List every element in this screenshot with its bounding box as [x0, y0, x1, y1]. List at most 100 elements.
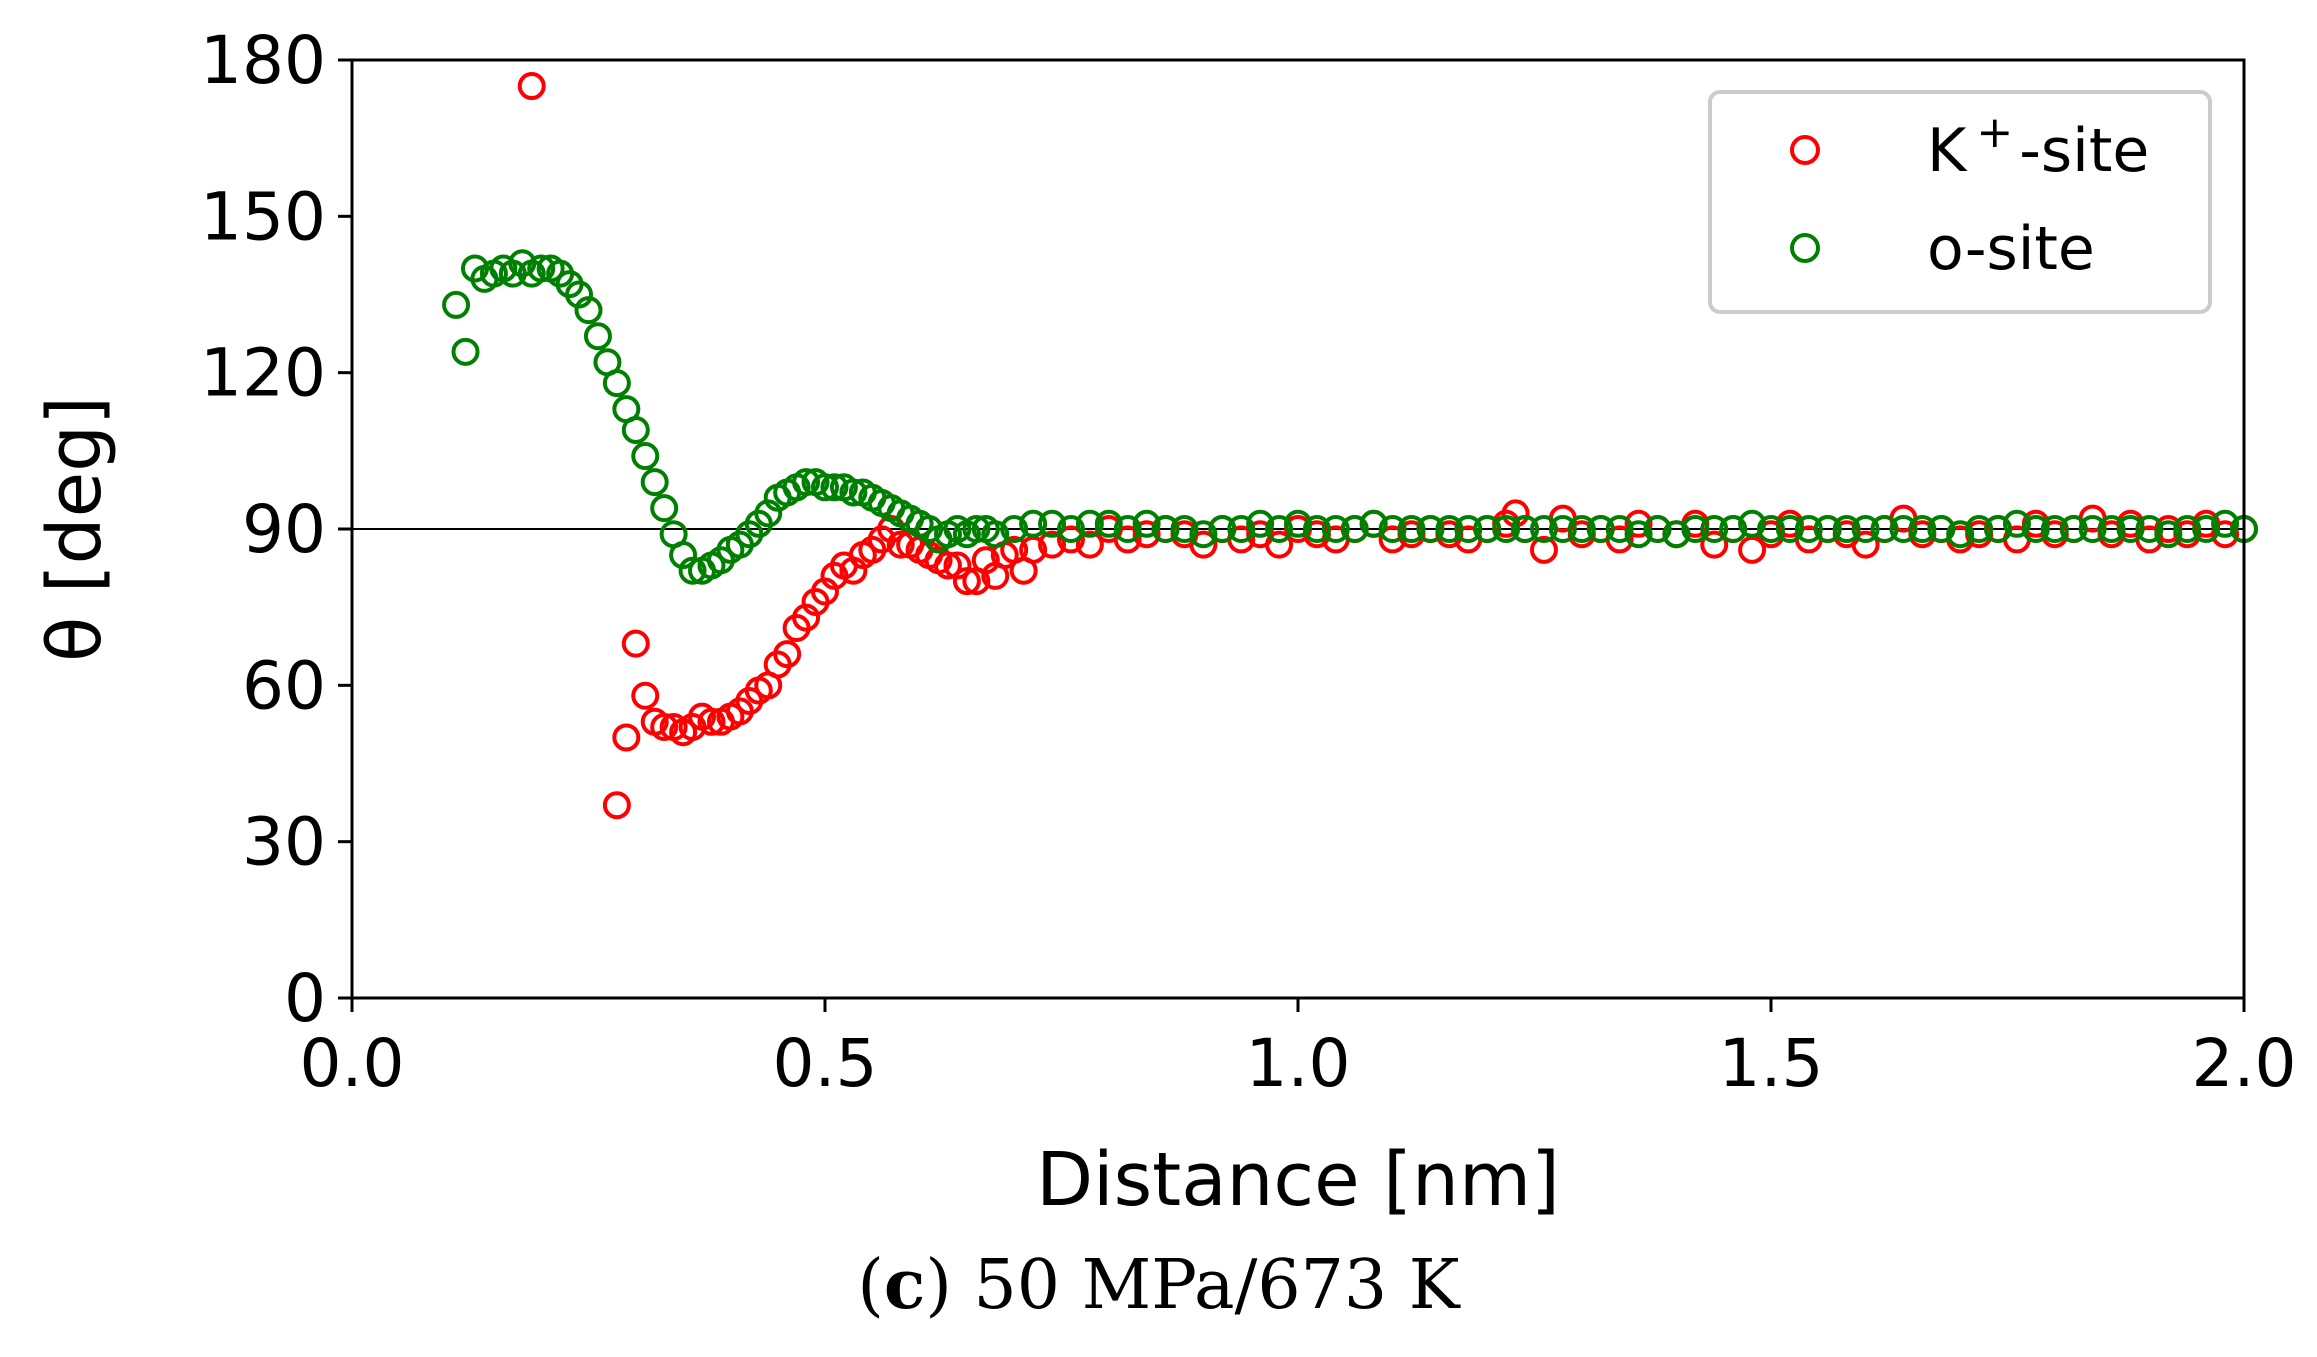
- o-site-point: [1700, 515, 1729, 543]
- o-site-point: [1492, 515, 1521, 543]
- o-site-point: [1851, 515, 1880, 543]
- k-site-point: [886, 530, 915, 559]
- o-site-point: [1927, 515, 1956, 543]
- o-site-point: [1775, 515, 1804, 543]
- o-site-point: [1378, 515, 1407, 543]
- o-site-point: [1151, 515, 1180, 543]
- o-site-point: [1094, 509, 1123, 538]
- o-site-point: [1113, 515, 1142, 543]
- o-site-point: [2040, 515, 2069, 543]
- o-site-point: [1246, 509, 1275, 538]
- k-site-point: [1529, 535, 1558, 564]
- o-site-point: [792, 468, 821, 497]
- y-tick-label: 30: [242, 804, 326, 881]
- y-tick-label: 150: [200, 178, 326, 255]
- o-site-point: [2021, 515, 2050, 543]
- o-site-point: [1643, 515, 1672, 543]
- o-site-point: [1662, 520, 1691, 549]
- o-site-point: [1965, 515, 1994, 543]
- legend-marker-k-site: [1790, 135, 1820, 165]
- o-site-point: [1908, 515, 1937, 543]
- o-site-point: [1529, 515, 1558, 543]
- k-site-point: [1056, 525, 1085, 554]
- x-tick-label: 1.0: [1246, 1025, 1351, 1102]
- o-site-point: [1284, 509, 1312, 538]
- o-site-point: [1302, 515, 1331, 543]
- legend-label-k-main: K: [1927, 116, 1968, 186]
- y-tick-label: 0: [284, 960, 326, 1037]
- o-site-point: [2002, 509, 2031, 538]
- o-site-point: [2154, 520, 2183, 549]
- o-site-point: [1832, 515, 1861, 543]
- k-site-point: [2211, 520, 2240, 549]
- o-site-point: [527, 254, 556, 283]
- o-site-point: [640, 468, 669, 497]
- x-axis-label: Distance [nm]: [1036, 1137, 1560, 1223]
- y-axis-label: θ [deg]: [32, 396, 118, 662]
- o-site-point: [442, 290, 471, 319]
- o-site-point: [1132, 509, 1161, 538]
- o-site-point: [1511, 515, 1540, 543]
- o-site-point: [583, 322, 612, 351]
- legend-label-k-site: K + -site: [1927, 107, 2149, 186]
- k-site-point: [1113, 525, 1142, 554]
- k-site-point: [1038, 530, 1067, 559]
- o-site-point: [678, 556, 707, 585]
- k-site-point: [773, 640, 802, 669]
- o-site-point: [574, 296, 603, 325]
- o-site-point: [1681, 515, 1710, 543]
- legend-label-o-main: o-site: [1927, 214, 2095, 284]
- o-site-point: [1170, 515, 1199, 543]
- legend-label-k-sup: +: [1976, 107, 2013, 158]
- o-site-point: [2211, 509, 2240, 538]
- o-site-point: [962, 515, 991, 543]
- o-site-point: [631, 442, 660, 471]
- k-site-point: [1265, 530, 1294, 559]
- o-site-point: [2078, 515, 2107, 543]
- o-site-point: [650, 494, 679, 523]
- k-site-point: [612, 723, 641, 752]
- o-site-point: [1321, 515, 1350, 543]
- k-site-point: [621, 629, 650, 658]
- k-site-point: [1738, 535, 1767, 564]
- legend-label-o-site: o-site: [1927, 214, 2095, 284]
- figure-caption: (c) 50 MPa/673 K: [0, 1245, 2317, 1325]
- caption-open: (: [857, 1246, 884, 1325]
- k-site-point: [1624, 509, 1653, 538]
- k-site-point: [517, 72, 546, 101]
- o-site-point: [981, 520, 1010, 549]
- x-tick-label: 0.5: [773, 1025, 878, 1102]
- o-site-point: [1548, 515, 1577, 543]
- o-site-point: [451, 337, 480, 366]
- o-site-point: [1019, 509, 1048, 538]
- legend-marker-o-site: [1790, 233, 1820, 263]
- o-site-point: [1359, 509, 1388, 538]
- o-site-point: [1397, 515, 1426, 543]
- o-site-point: [820, 473, 849, 502]
- o-site-point: [1208, 515, 1237, 543]
- o-site-point: [1265, 515, 1294, 543]
- x-tick-label: 2.0: [2192, 1025, 2297, 1102]
- x-tick-label: 0.0: [300, 1025, 405, 1102]
- o-site-point: [2192, 515, 2221, 543]
- o-site-point: [2097, 515, 2126, 543]
- o-site-point: [2116, 515, 2145, 543]
- o-site-point: [2173, 515, 2202, 543]
- o-site-point: [602, 369, 631, 398]
- o-site-point: [1567, 515, 1596, 543]
- o-site-point: [1757, 515, 1785, 543]
- k-site-point: [1132, 520, 1161, 549]
- o-site-point: [839, 478, 868, 507]
- y-tick-label: 120: [200, 335, 326, 412]
- o-site-point: [1075, 509, 1104, 538]
- o-site-point: [1473, 515, 1502, 543]
- caption-label: c: [883, 1245, 926, 1325]
- k-site-point: [952, 567, 981, 596]
- caption-close: ): [925, 1246, 952, 1325]
- o-site-point: [1340, 515, 1369, 543]
- o-site-point: [1586, 515, 1615, 543]
- legend-label-k-rest: -site: [2019, 116, 2149, 186]
- o-site-point: [1189, 520, 1218, 549]
- o-site-point: [1605, 515, 1634, 543]
